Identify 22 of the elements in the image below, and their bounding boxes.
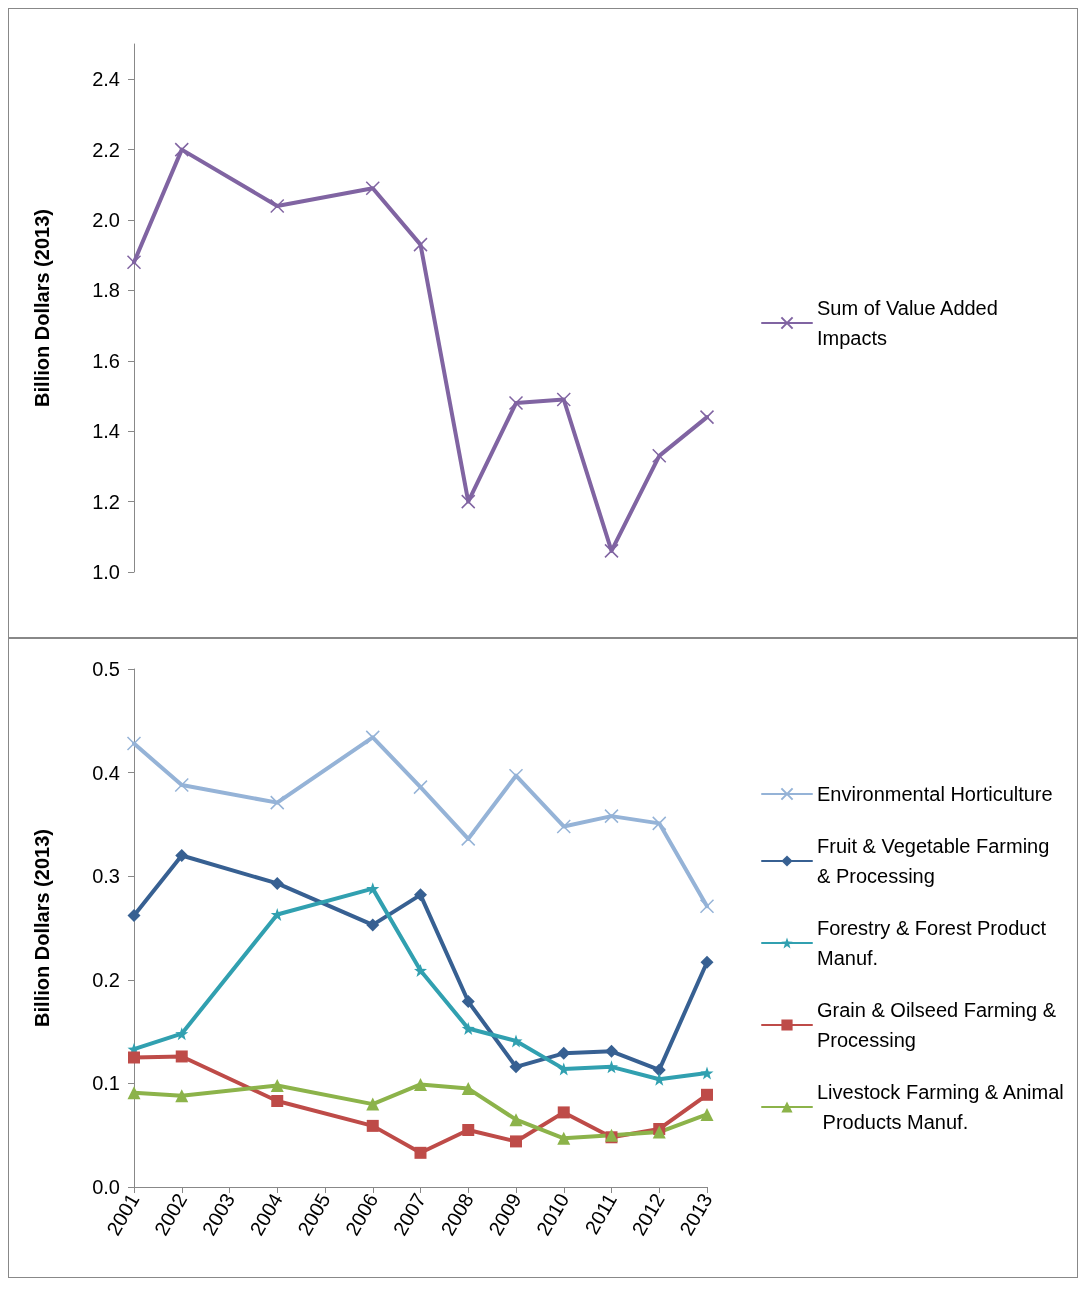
legend-label: Forestry & Forest Product Manuf. <box>817 917 1052 969</box>
y-tick-label: 0.0 <box>92 1176 120 1198</box>
legend-label: Sum of Value Added Impacts <box>817 297 1004 349</box>
legend-label: Livestock Farming & Animal Products Manuf. <box>817 1081 1064 1133</box>
legend-label: Environmental Horticulture <box>817 783 1053 805</box>
y-tick-label: 1.8 <box>92 279 120 302</box>
y-tick-label: 1.6 <box>92 349 120 372</box>
y-tick-label: 1.2 <box>92 490 120 513</box>
y-axis-title: Billion Dollars (2013) <box>31 209 53 407</box>
y-tick-label: 2.0 <box>92 209 120 231</box>
legend-label: Grain & Oilseed Farming & Processing <box>817 999 1062 1051</box>
y-tick-label: 2.2 <box>92 138 120 161</box>
y-axis-title: Billion Dollars (2013) <box>31 829 53 1027</box>
y-tick-label: 1.4 <box>92 420 120 443</box>
y-tick-label: 0.2 <box>92 968 120 991</box>
y-tick-label: 1.0 <box>92 561 120 583</box>
y-tick-label: 0.1 <box>92 1072 120 1095</box>
y-tick-label: 0.3 <box>92 865 120 888</box>
y-tick-label: 2.4 <box>92 68 120 91</box>
y-tick-label: 0.5 <box>92 658 120 680</box>
legend-label: Fruit & Vegetable Farming & Processing <box>817 835 1055 887</box>
y-tick-label: 0.4 <box>92 761 120 784</box>
